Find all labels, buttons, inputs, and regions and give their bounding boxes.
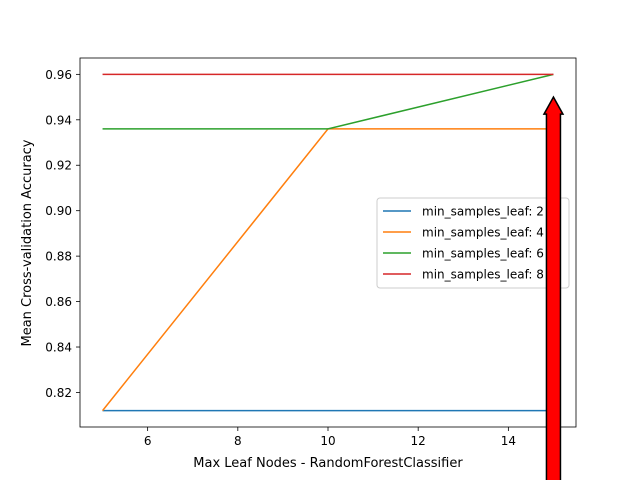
x-axis-label: Max Leaf Nodes - RandomForestClassifier <box>193 456 463 471</box>
arrow-shape <box>542 95 565 480</box>
legend-label-3: min_samples_leaf: 6 <box>422 247 544 261</box>
series-layer <box>101 73 554 412</box>
y-tick-label: 0.90 <box>45 204 72 218</box>
annotation-arrow <box>542 95 565 480</box>
y-axis-label: Mean Cross-validation Accuracy <box>20 139 35 346</box>
legend-box <box>376 197 570 289</box>
legend-label-1: min_samples_leaf: 2 <box>422 205 544 219</box>
y-tick-label: 0.88 <box>45 250 72 264</box>
legend-label-4: min_samples_leaf: 8 <box>422 268 544 282</box>
x-axis: 6 8 10 12 14 <box>144 427 516 448</box>
y-tick-label: 0.94 <box>45 113 72 127</box>
x-tick-label: 10 <box>320 434 335 448</box>
x-tick-label: 12 <box>411 434 426 448</box>
y-tick-label: 0.84 <box>45 341 72 355</box>
x-tick-label: 14 <box>501 434 516 448</box>
y-tick-label: 0.86 <box>45 295 72 309</box>
x-tick-label: 8 <box>234 434 242 448</box>
y-axis: 0.82 0.84 0.86 0.88 0.90 0.92 0.94 0.96 <box>45 68 80 400</box>
series-line-3 <box>102 73 554 130</box>
legend: min_samples_leaf: 2 min_samples_leaf: 4 mi… <box>376 197 570 289</box>
x-tick-label: 6 <box>144 434 152 448</box>
y-tick-label: 0.82 <box>45 386 72 400</box>
legend-label-2: min_samples_leaf: 4 <box>422 226 544 240</box>
y-tick-label: 0.96 <box>45 68 72 82</box>
y-tick-label: 0.92 <box>45 159 72 173</box>
